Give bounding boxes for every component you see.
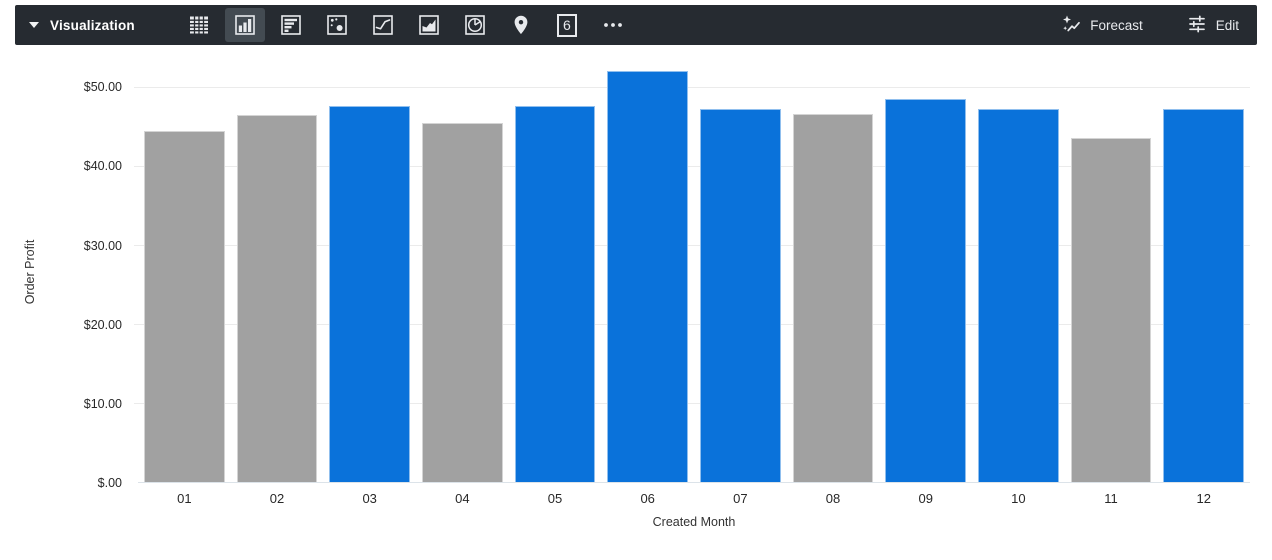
forecast-label: Forecast <box>1090 17 1143 33</box>
area-chart-icon <box>418 14 440 36</box>
visualization-title: Visualization <box>50 17 135 33</box>
bar-column <box>601 62 694 482</box>
bar-03[interactable] <box>329 106 410 482</box>
y-tick-label: $50.00 <box>83 80 122 95</box>
bar-12[interactable] <box>1163 108 1245 482</box>
viz-type-column[interactable] <box>224 8 265 42</box>
bar-09[interactable] <box>885 99 967 482</box>
bars-container <box>138 62 1250 482</box>
gridline <box>134 166 1250 168</box>
bar-column <box>1065 62 1158 482</box>
gridline <box>134 87 1250 89</box>
x-tick-label: 07 <box>733 491 748 506</box>
bar-column <box>1157 62 1250 482</box>
table-icon <box>188 14 210 36</box>
y-tick-label: $40.00 <box>83 159 122 174</box>
bar-chart: Order Profit $50.00 $40.00 $30.00 $20.00 $10… <box>0 45 1272 560</box>
viz-type-map[interactable] <box>501 8 541 42</box>
y-axis-tick-labels: $50.00 $40.00 $30.00 $20.00 $10.00 $.00 <box>0 62 130 490</box>
map-pin-icon <box>510 14 532 36</box>
x-axis-tick-labels: 01 02 03 04 05 06 07 08 09 10 11 12 <box>138 491 1250 506</box>
bar-column <box>787 62 880 482</box>
x-tick-label: 08 <box>825 491 841 506</box>
column-chart-icon <box>234 14 256 36</box>
x-tick-label: 06 <box>640 491 655 506</box>
scatter-plot-icon <box>326 14 348 36</box>
ellipsis-icon <box>601 14 625 36</box>
bar-column <box>879 62 972 482</box>
bar-column <box>138 62 231 482</box>
x-tick-label: 12 <box>1196 491 1211 506</box>
y-tick-label: $10.00 <box>83 396 122 411</box>
gridline <box>134 324 1250 326</box>
edit-button[interactable]: Edit <box>1187 14 1239 37</box>
x-axis-title: Created Month <box>652 515 736 529</box>
viz-type-table[interactable] <box>179 8 219 42</box>
y-tick-label: $20.00 <box>83 317 122 332</box>
viz-type-pie[interactable] <box>455 8 495 42</box>
bar-column <box>231 62 324 482</box>
viz-type-more[interactable] <box>593 8 633 42</box>
bar-column <box>509 62 602 482</box>
tune-sliders-icon <box>1187 14 1207 37</box>
bar-02[interactable] <box>236 114 318 482</box>
edit-label: Edit <box>1215 17 1239 33</box>
y-tick-label: $30.00 <box>83 238 122 253</box>
bar-11[interactable] <box>1070 137 1152 482</box>
bar-07[interactable] <box>700 108 781 482</box>
viz-type-scatter[interactable] <box>317 8 357 42</box>
gridline <box>134 403 1250 405</box>
visualization-section-toggle[interactable]: Visualization <box>29 18 135 33</box>
bar-column <box>972 62 1065 482</box>
x-tick-label: 11 <box>1104 491 1118 506</box>
forecast-sparkle-icon <box>1061 14 1081 37</box>
x-tick-label: 01 <box>177 491 192 506</box>
bar-10[interactable] <box>978 108 1059 482</box>
plot-area <box>134 62 1250 483</box>
bar-chart-icon <box>280 14 302 36</box>
viz-type-single-value[interactable]: 6 <box>547 8 587 42</box>
viz-type-area[interactable] <box>409 8 449 42</box>
x-tick-label: 04 <box>455 491 470 506</box>
collapse-caret-icon <box>29 22 39 28</box>
pie-chart-icon <box>464 14 486 36</box>
bar-column <box>416 62 509 482</box>
bar-01[interactable] <box>144 130 225 482</box>
bar-08[interactable] <box>792 114 874 482</box>
bar-05[interactable] <box>514 106 596 482</box>
single-value-icon: 6 <box>556 13 577 37</box>
x-tick-label: 03 <box>362 491 377 506</box>
forecast-button[interactable]: Forecast <box>1061 14 1143 37</box>
gridline <box>134 245 1250 247</box>
bar-06[interactable] <box>607 71 688 482</box>
viz-type-picker: 6 <box>179 8 633 42</box>
x-tick-label: 10 <box>1011 491 1026 506</box>
viz-type-bar[interactable] <box>271 8 311 42</box>
viz-type-line[interactable] <box>363 8 403 42</box>
x-tick-label: 05 <box>547 491 563 506</box>
line-chart-icon <box>372 14 394 36</box>
x-tick-label: 02 <box>269 491 285 506</box>
visualization-toolbar: Visualization <box>15 5 1257 45</box>
y-tick-label: $.00 <box>97 476 122 490</box>
bar-04[interactable] <box>422 122 503 482</box>
bar-column <box>694 62 787 482</box>
x-tick-label: 09 <box>918 491 933 506</box>
bar-column <box>323 62 416 482</box>
